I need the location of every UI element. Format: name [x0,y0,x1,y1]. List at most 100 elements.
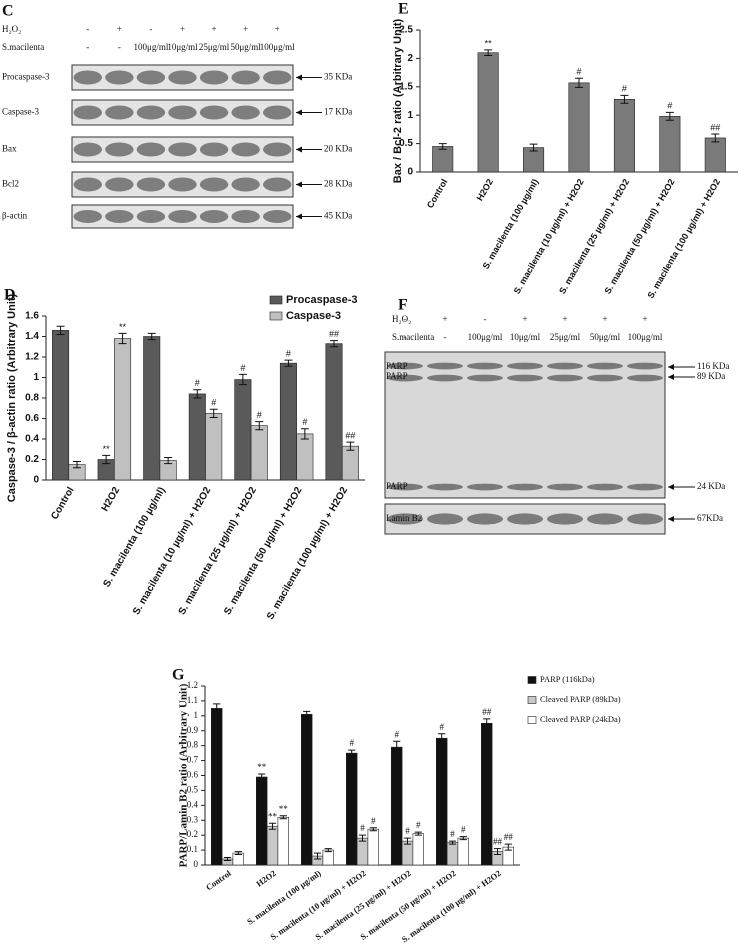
x-tick-label: Control [204,868,233,893]
error-bar [438,143,447,150]
band [231,105,260,120]
y-tick-label: 0.2 [25,454,39,465]
error-bar [279,815,287,820]
error-bar [324,848,332,853]
panel-label: G [172,667,185,684]
x-tick-label: H2O2 [254,868,278,889]
band [587,483,623,491]
x-tick-label: H2O2 [475,177,495,202]
significance-label: # [371,816,376,826]
y-tick-label: 2 [407,53,413,64]
significance-label: # [394,729,399,739]
y-tick-label: 2.5 [399,25,413,36]
x-tick-label: S. macilenta (100 µg/ml) + H2O2 [265,485,350,622]
row-label: S.macilenta [2,42,44,52]
band [199,70,229,85]
band [627,362,663,370]
size-label: 35 KDa [324,72,352,82]
band [507,513,543,525]
band [507,374,543,382]
treatment-sign: - [86,24,89,34]
significance-label: ** [119,322,127,332]
error-bar [346,441,355,451]
y-tick-label: 0.5 [187,784,199,794]
error-bar [459,836,467,841]
x-tick-label: H2O2 [100,485,123,514]
row-label: Bcl2 [2,179,19,189]
bar [52,330,70,481]
bar [266,825,279,866]
band [507,483,543,491]
size-label: 17 KDa [324,107,352,117]
bar [277,816,289,866]
treatment-dose: 10μg/ml [510,332,541,342]
treatment-sign: + [180,24,185,34]
bar [367,828,379,866]
legend-label: Cleaved PARP (89kDa) [540,694,621,704]
significance-label: ** [257,762,267,772]
significance-label: ## [493,837,503,847]
treatment-sign: + [243,24,248,34]
error-bar [438,733,446,744]
y-tick-label: 1.2 [25,352,39,363]
error-bar [483,718,491,729]
error-bar [529,143,538,152]
band [387,374,423,382]
band [263,142,292,157]
bar [300,714,313,866]
error-bar [213,703,221,714]
treatment-sign: + [562,314,567,324]
arrow-head [296,181,302,188]
band [467,374,503,382]
band [168,177,197,192]
bar [345,752,358,866]
band [73,105,102,120]
significance-label: # [576,67,581,77]
error-bar [348,749,356,757]
y-tick-label: 1.1 [187,695,198,705]
band [547,362,583,370]
error-bar [258,773,266,781]
error-bar [414,831,422,836]
legend-swatch [269,295,283,305]
band [73,177,102,192]
row-label: S.macilenta [392,332,434,342]
error-bar [313,852,322,860]
error-bar [484,49,493,57]
error-bar [147,332,156,341]
y-tick-label: 0.6 [25,413,39,424]
bar [457,837,469,866]
significance-label: # [461,825,466,835]
bar [325,343,343,481]
bar [279,362,297,481]
size-label: 20 KDa [324,144,352,154]
error-bar [223,857,232,862]
y-tick-label: 0.6 [187,770,199,780]
band [136,177,166,192]
band [547,513,583,525]
arrow-head [668,364,674,370]
error-bar [393,740,401,754]
bar [432,146,454,173]
bar [296,433,314,481]
treatment-sign: + [212,24,217,34]
x-tick-label: S. macilenta (100 μg/ml) [245,868,323,927]
error-bar [575,77,583,88]
chart: Bax / Bcl-2 ratio (Arbitrary Unit) 0 0.5 1 1… [392,18,738,300]
band [73,210,102,223]
band [136,70,166,85]
y-tick-label: 1 [33,372,39,383]
error-bar [238,373,247,386]
size-label: 89 KDa [697,371,725,381]
bar [412,833,424,866]
legend-swatch [527,716,537,724]
treatment-dose: 25μg/ml [199,42,230,52]
treatment-dose: 100μg/ml [134,42,169,52]
band [231,142,260,157]
significance-label: # [257,410,262,420]
error-bar [300,428,309,440]
bar [322,849,334,866]
bar [114,338,132,481]
y-tick-label: 1 [194,710,199,720]
